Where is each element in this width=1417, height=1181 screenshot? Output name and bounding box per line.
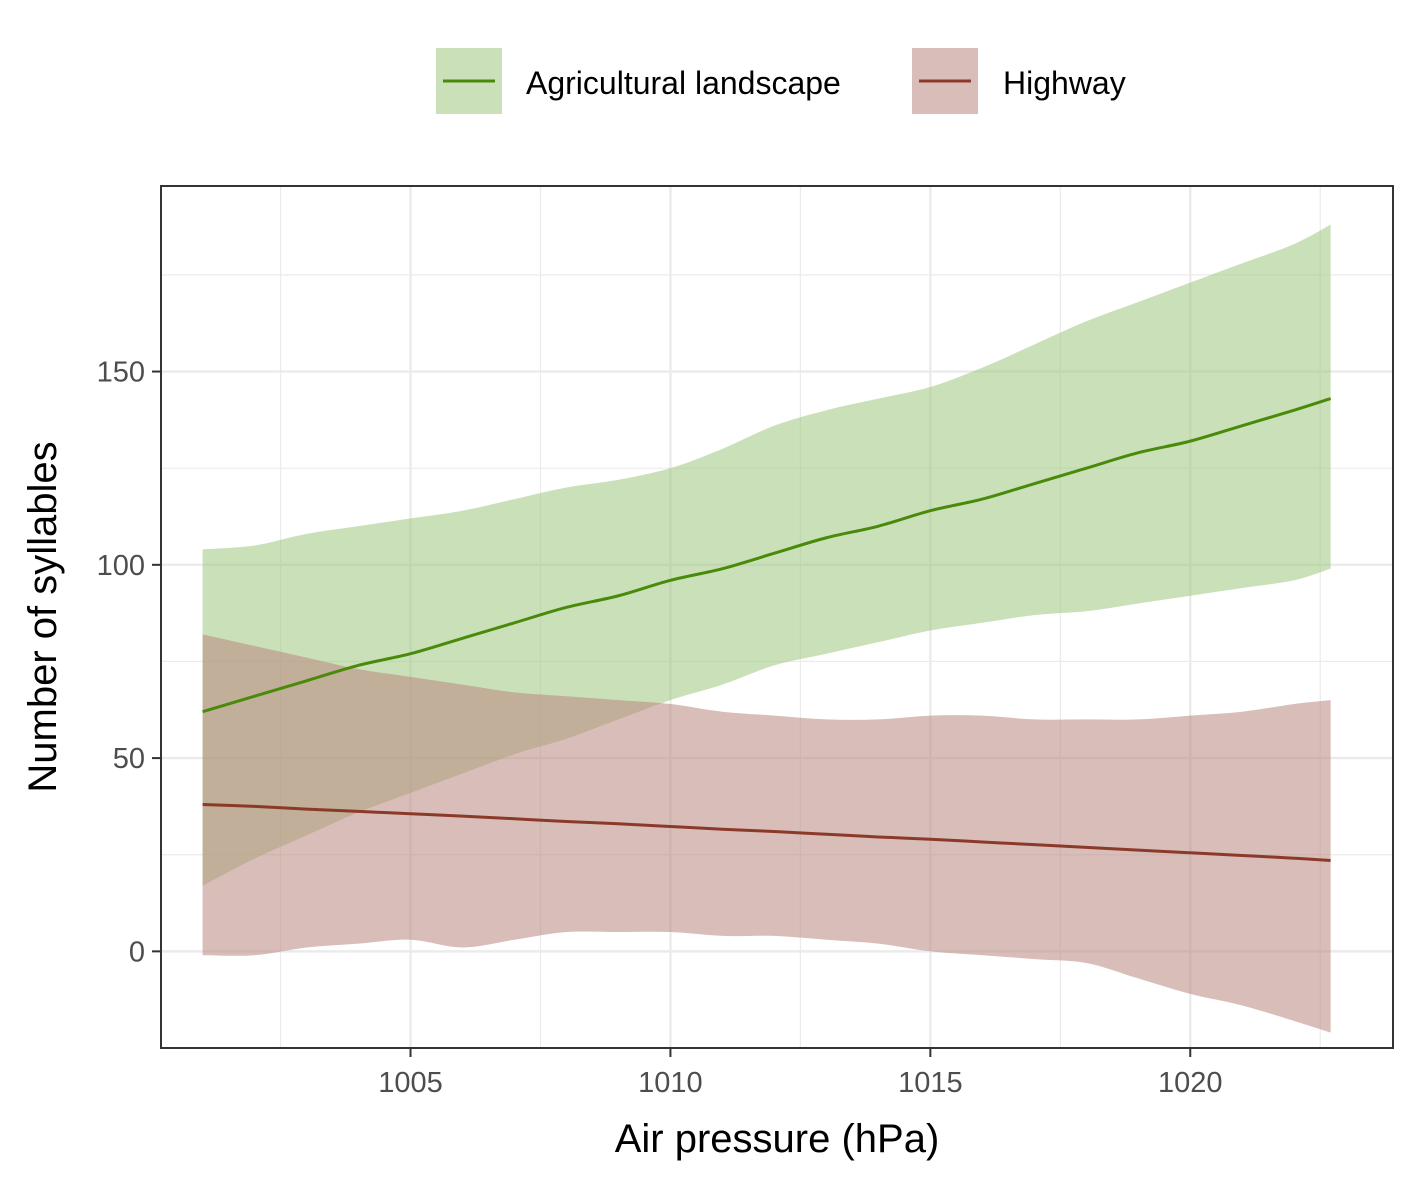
legend-entry-agricultural: Agricultural landscape [436,48,841,114]
y-tick-label: 150 [97,357,145,389]
y-axis: 0 50 100 150 [97,357,161,968]
y-tick-label: 0 [129,936,145,968]
band-highway [202,634,1331,1033]
fit-lines [202,397,1332,863]
x-axis: 1005 1010 1015 1020 [378,1048,1223,1099]
legend-label-agricultural-landscape: Agricultural landscape [526,65,841,101]
legend-entry-highway: Highway [912,48,1126,114]
panel-border [160,185,1394,1049]
legend: Agricultural landscape Highway [436,48,1126,114]
legend-label-highway: Highway [1003,65,1126,101]
y-tick-label: 50 [113,743,145,775]
x-axis-title: Air pressure (hPa) [615,1117,940,1161]
y-tick-label: 100 [97,550,145,582]
y-axis-title: Number of syllables [21,441,65,792]
line-agricultural-landscape [202,397,1332,714]
line-highway [202,802,1331,863]
x-tick-label: 1010 [638,1067,703,1099]
x-tick-label: 1005 [378,1067,443,1099]
x-tick-label: 1015 [898,1067,963,1099]
x-tick-label: 1020 [1158,1067,1223,1099]
